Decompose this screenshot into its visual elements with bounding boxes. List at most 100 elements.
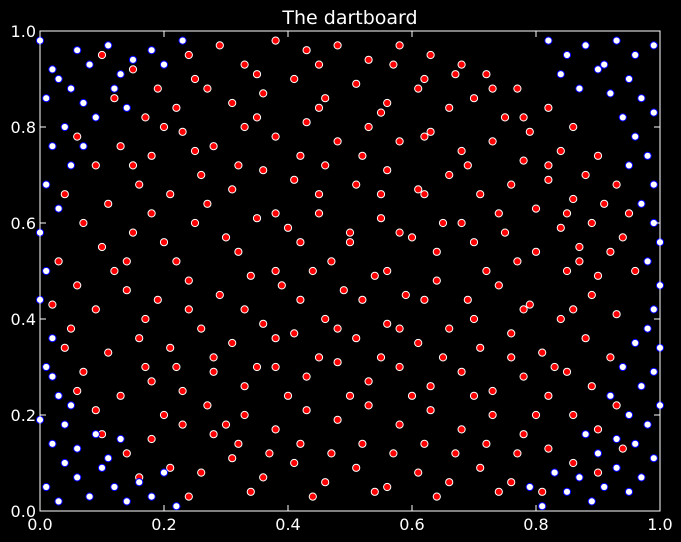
data-point-series-0-23 [203,84,212,93]
data-point-series-0-66 [228,185,237,194]
data-point-series-0-19 [624,209,634,218]
data-point-series-0-142 [116,391,125,400]
data-point-series-0-275 [271,266,280,276]
data-point-series-0-134 [476,343,485,352]
data-point-series-1-83 [637,473,646,482]
data-point-series-0-217 [482,439,491,448]
data-point-series-0-15 [544,103,553,112]
data-point-series-0-127 [259,319,268,328]
data-point-series-1-10 [85,60,94,69]
data-point-series-0-71 [383,166,392,175]
plot-frame [39,30,661,512]
data-point-series-0-179 [166,463,175,472]
data-point-series-0-70 [352,180,361,189]
data-point-series-0-62 [104,199,113,208]
data-point-series-0-10 [395,41,404,50]
data-point-series-1-22 [66,84,76,93]
data-point-series-1-30 [48,439,57,448]
data-point-series-0-98 [587,290,596,300]
data-point-series-1-82 [649,454,658,463]
data-point-series-0-57 [569,194,578,204]
data-point-series-0-229 [314,103,324,112]
data-point-series-0-191 [538,487,547,496]
data-point-series-0-44 [178,127,187,136]
data-point-series-0-261 [420,190,429,199]
data-point-series-0-79 [593,271,603,280]
data-point-series-1-18 [79,98,88,108]
data-point-series-0-104 [153,295,162,304]
data-point-series-1-75 [643,324,652,333]
data-point-series-0-58 [587,218,596,228]
data-point-series-1-43 [60,420,69,429]
data-point-series-0-24 [228,98,237,108]
data-point-series-0-101 [66,324,76,333]
data-point-series-0-188 [445,478,454,487]
x-tick-label-3: 0.6 [399,515,424,534]
data-point-series-0-118 [581,334,590,343]
data-point-series-0-125 [197,324,206,333]
data-point-series-0-148 [302,372,311,381]
data-point-series-0-172 [457,425,466,434]
data-point-series-1-28 [54,391,63,400]
data-point-series-1-60 [606,89,615,98]
data-point-series-0-267 [271,334,280,343]
data-point-series-0-25 [259,89,268,98]
data-point-series-0-252 [184,305,193,314]
data-point-series-0-244 [494,209,503,218]
data-point-series-0-115 [494,281,503,290]
data-point-series-0-61 [79,218,88,228]
data-point-series-1-23 [79,142,88,151]
data-point-series-0-114 [463,295,472,304]
data-point-series-0-157 [569,410,578,420]
data-point-series-1-5 [66,161,76,170]
data-point-series-0-76 [531,204,541,213]
data-point-series-0-42 [116,142,125,151]
data-point-series-0-210 [265,449,274,458]
data-point-series-1-17 [54,74,63,84]
data-point-series-0-77 [556,223,565,232]
data-point-series-0-92 [407,233,417,242]
data-point-series-0-212 [327,449,336,458]
data-point-series-1-64 [618,113,627,122]
data-point-series-0-40 [73,132,82,141]
data-point-series-0-113 [432,276,441,285]
data-point-series-0-1 [128,65,138,74]
data-point-series-0-174 [519,430,528,439]
data-point-series-1-15 [159,60,169,69]
data-point-series-0-38 [618,233,627,242]
data-point-series-0-143 [147,377,156,386]
data-point-series-0-205 [110,266,119,276]
data-point-series-0-11 [426,50,435,60]
data-point-series-0-265 [234,247,243,256]
data-point-series-0-230 [252,113,262,122]
data-point-series-0-173 [488,410,497,420]
data-point-series-0-64 [166,190,175,199]
data-point-series-0-82 [97,242,107,252]
data-point-series-0-259 [482,266,491,276]
data-point-series-0-184 [321,478,330,487]
data-point-series-0-7 [302,46,311,55]
data-point-series-0-166 [271,425,280,434]
data-point-series-1-14 [147,46,156,55]
data-point-series-0-189 [476,463,485,472]
data-point-series-1-89 [562,487,572,496]
y-tick-label-0: 0.0 [11,502,36,521]
data-point-series-0-68 [290,175,299,184]
data-point-series-1-6 [42,180,51,189]
data-point-series-0-159 [618,444,627,453]
data-point-series-0-256 [376,353,386,362]
data-point-series-0-102 [91,305,100,314]
data-point-series-0-269 [395,324,404,333]
data-point-series-0-200 [314,60,324,69]
data-point-series-0-227 [451,70,460,79]
data-point-series-0-35 [556,146,565,156]
data-point-series-0-95 [500,228,510,237]
data-point-series-0-59 [606,247,615,256]
data-point-series-1-46 [104,454,113,463]
data-point-series-0-122 [104,348,113,357]
data-point-series-1-88 [575,473,584,482]
data-point-series-1-56 [649,41,658,50]
data-point-series-0-36 [581,170,590,180]
